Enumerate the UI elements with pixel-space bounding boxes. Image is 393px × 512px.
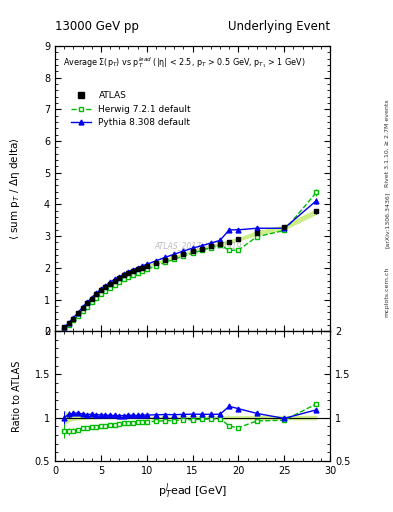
Y-axis label: Ratio to ATLAS: Ratio to ATLAS xyxy=(12,360,22,432)
Y-axis label: ⟨ sum p$_T$ / Δη delta⟩: ⟨ sum p$_T$ / Δη delta⟩ xyxy=(8,137,22,240)
Text: ATLAS_2017_I1509919: ATLAS_2017_I1509919 xyxy=(154,241,242,250)
X-axis label: p$_T^{l}$ead [GeV]: p$_T^{l}$ead [GeV] xyxy=(158,481,227,501)
Text: [arXiv:1306.3436]: [arXiv:1306.3436] xyxy=(385,192,389,248)
Legend: ATLAS, Herwig 7.2.1 default, Pythia 8.308 default: ATLAS, Herwig 7.2.1 default, Pythia 8.30… xyxy=(68,88,195,131)
Text: Rivet 3.1.10, ≥ 2.7M events: Rivet 3.1.10, ≥ 2.7M events xyxy=(385,99,389,187)
Text: mcplots.cern.ch: mcplots.cern.ch xyxy=(385,267,389,317)
Text: Underlying Event: Underlying Event xyxy=(228,20,330,33)
Text: Average Σ(p$_T$) vs p$_T^{lead}$ (|η| < 2.5, p$_T$ > 0.5 GeV, p$_{T_1}$ > 1 GeV): Average Σ(p$_T$) vs p$_T^{lead}$ (|η| < … xyxy=(63,55,306,70)
Text: 13000 GeV pp: 13000 GeV pp xyxy=(55,20,139,33)
